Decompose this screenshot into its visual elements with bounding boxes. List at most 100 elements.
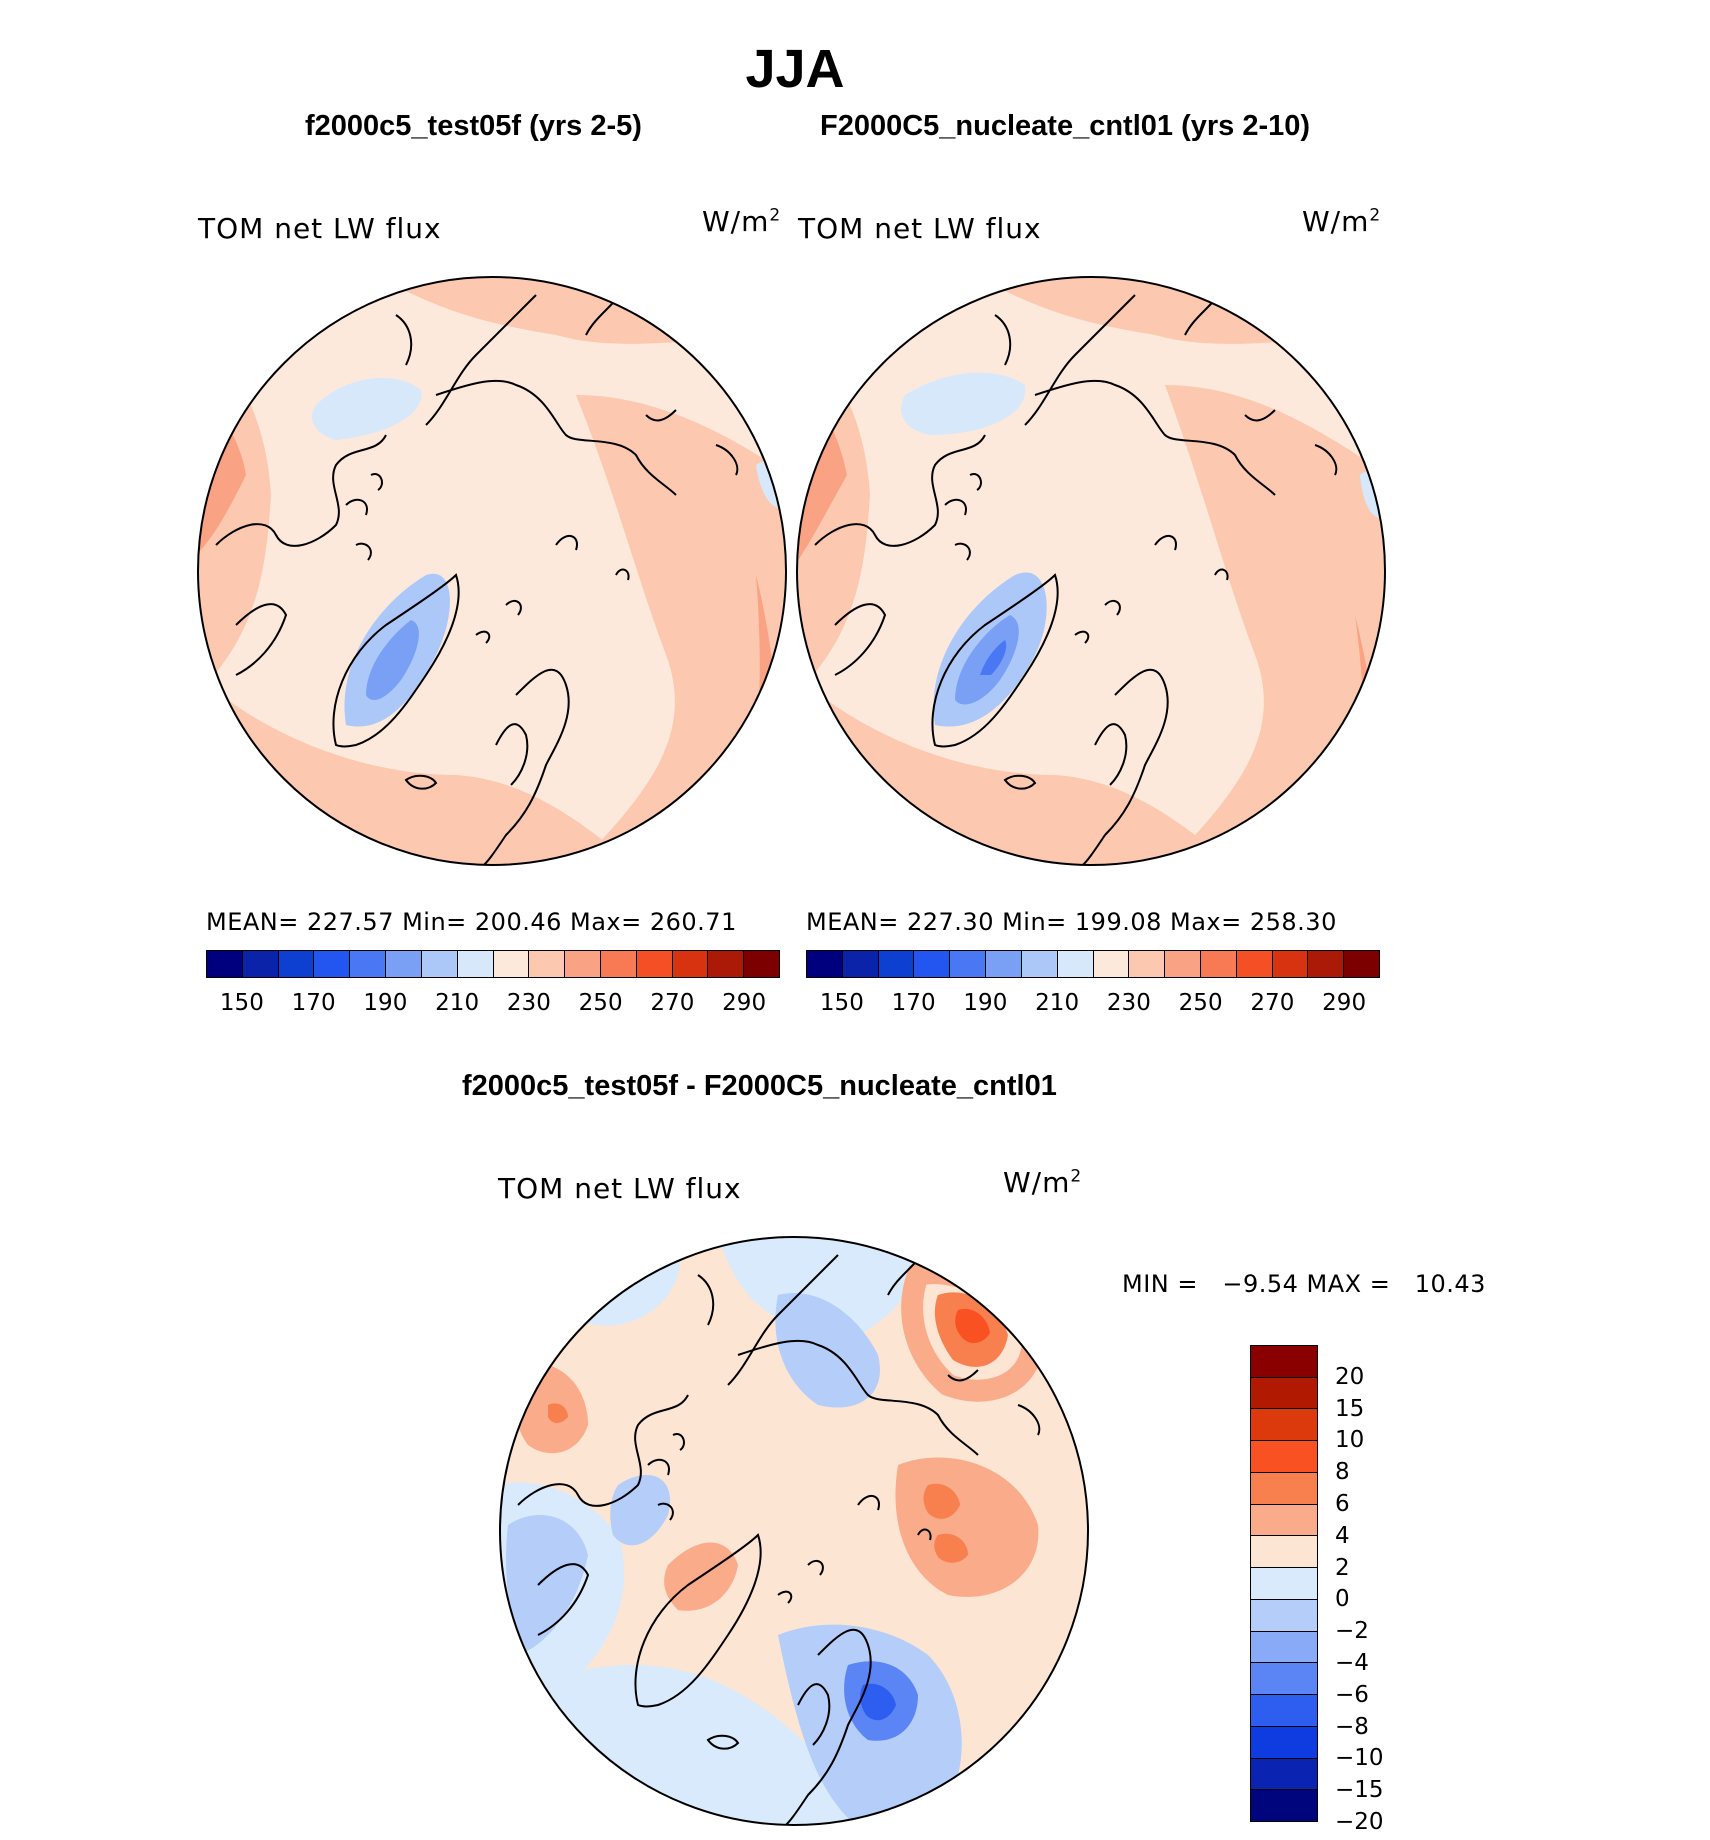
cool-patch-greenland-inner [955,615,1019,705]
colorbar-cell [1057,951,1094,977]
variable-label-control: TOM net LW flux [798,212,1042,245]
warm-region-west-spot [548,1403,568,1423]
colorbar-cell [1251,1409,1317,1442]
colorbar-cell [1093,951,1130,977]
coastline-archipelago [647,1433,932,1541]
coastline-archipelago [944,473,1229,581]
colorbar-cell [1251,1758,1317,1791]
colorbar-cell [278,951,315,977]
tick-label: 4 [1335,1522,1350,1549]
warm-region-east-spot2 [934,1533,968,1563]
tick-label: 210 [1035,990,1080,1016]
colorbar-cell [1251,1726,1317,1759]
coastline-europe [782,1628,872,1825]
colorbar-cell [842,951,879,977]
tick-label: 8 [1335,1459,1350,1486]
cool-patch-siberia [312,378,422,440]
colorbar-cell [1251,1346,1317,1378]
tick-label: −6 [1335,1681,1369,1708]
coastline-greenland [332,573,460,748]
panel-title-model: f2000c5_test05f (yrs 2-5) [305,110,642,142]
coastline-europe [1079,668,1169,865]
colorbar-cell [1200,951,1237,977]
coastline-kamchatka [1244,409,1338,476]
tick-label: 290 [722,990,767,1016]
coastline-arctic-islands [1074,535,1177,644]
colorbar-cell [457,951,494,977]
tick-label: 210 [435,990,480,1016]
tick-label: −20 [1335,1809,1384,1835]
colorbar-cell [493,951,530,977]
coastline-asia [697,1244,979,1456]
main-title: JJA [745,39,845,99]
colorbar-cell [1251,1377,1317,1410]
colorbar-cell [1308,951,1345,977]
colorbar-cell [565,951,601,977]
tick-label: 15 [1335,1395,1365,1422]
colorbar-cell [1251,1568,1317,1600]
tick-label: 270 [1250,990,1295,1016]
colorbar-cell [1344,951,1379,977]
colorbar-cell [1251,1441,1317,1473]
colorbar-cell [914,951,951,977]
tick-label: 250 [578,990,623,1016]
coastline-asia [395,284,677,496]
tick-label: −15 [1335,1777,1384,1804]
coastline-iceland [706,1734,740,1750]
colorbar-cell [1021,951,1058,977]
tick-label: 190 [963,990,1008,1016]
coastline-arctic-islands [777,1495,880,1604]
warm-region-east-spot1 [923,1483,960,1519]
colorbar-cell [1251,1790,1317,1822]
units-label-control: W/m2 [1302,205,1382,238]
colorbar-cell [1251,1663,1317,1696]
variable-label-model: TOM net LW flux [198,212,442,245]
tick-label: 2 [1335,1554,1350,1581]
warm-region-northeast-core [955,1308,990,1344]
colorbar-ticks-difference: 20 15 10 8 6 4 2 0 −2 −4 −6 −8 −10 −15 −20 [1335,1345,1415,1835]
coastline-kamchatka [947,1369,1041,1436]
coastline-america [215,434,387,676]
tick-label: −8 [1335,1713,1369,1740]
coastline-iceland [1003,774,1037,790]
tick-label: 270 [650,990,695,1016]
tick-label: 10 [1335,1427,1365,1454]
cool-region-greenland [610,1475,670,1546]
colorbar-cell [950,951,987,977]
colorbar-cell [1251,1631,1317,1664]
variable-label-difference: TOM net LW flux [498,1172,742,1205]
colorbar-cell [708,951,745,977]
colorbar-cell [421,951,458,977]
colorbar-cell [1251,1695,1317,1727]
colorbar-cell [600,951,637,977]
colorbar-cell [350,951,387,977]
stats-control: MEAN= 227.30 Min= 199.08 Max= 258.30 [806,908,1337,936]
coastline-kamchatka [645,409,739,476]
cool-patch-siberia [901,372,1026,435]
cool-region-west-strong [506,1515,588,1655]
units-label-model: W/m2 [702,205,782,238]
polar-map-control [796,276,1386,866]
tick-label: −10 [1335,1745,1384,1772]
tick-label: 250 [1178,990,1223,1016]
colorbar-cell [744,951,779,977]
tick-label: 290 [1322,990,1367,1016]
coastline-iceland [404,774,438,790]
colorbar-cell [1129,951,1166,977]
colorbar-cell [1251,1504,1317,1537]
colorbar-cell [386,951,422,977]
cool-patch-greenland-core [980,640,1007,675]
colorbar-cell [878,951,915,977]
coastline-america [814,434,986,676]
colorbar-cell [672,951,709,977]
coastline-europe [480,668,570,865]
coastline-america [517,1394,689,1636]
colorbar-cell [1251,1599,1317,1632]
tick-label: 230 [506,990,551,1016]
difference-minmax: MIN = −9.54 MAX = 10.43 [1122,1270,1486,1298]
colorbar-cell [207,951,243,977]
colorbar-difference [1250,1345,1318,1822]
tick-label: 190 [363,990,408,1016]
cool-region-north [718,1237,920,1338]
tick-label: 170 [291,990,336,1016]
